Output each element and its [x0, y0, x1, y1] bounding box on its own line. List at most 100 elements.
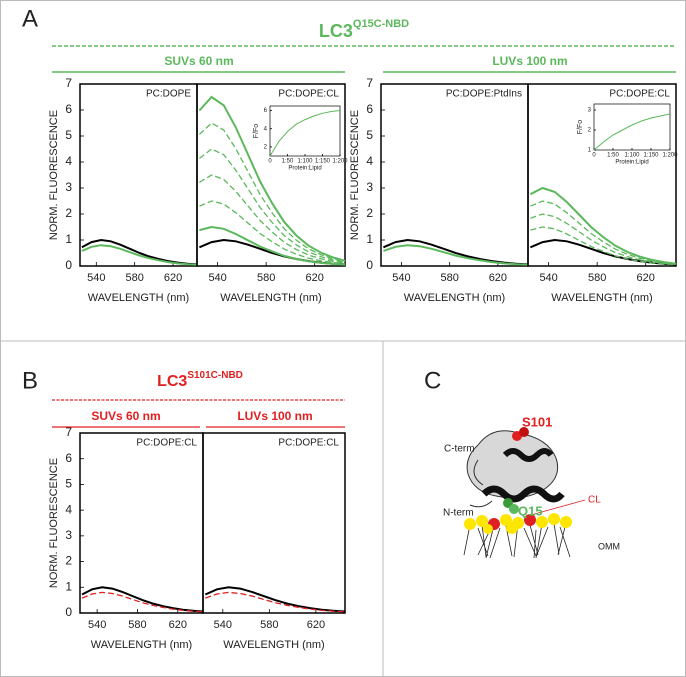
y-tick-label: 6: [366, 102, 373, 116]
y-tick-label: 1: [366, 232, 373, 246]
x-axis-label: Protein:Lipid: [288, 166, 321, 172]
x-tick-label: 620: [636, 272, 654, 284]
x-tick-label: 1:200: [662, 153, 678, 159]
series-line: [81, 591, 204, 613]
x-tick-label: 540: [208, 272, 226, 284]
membrane: [463, 522, 571, 559]
series-line: [383, 244, 529, 266]
y-tick-label: 3: [65, 528, 72, 542]
y-tick-label: 3: [366, 180, 373, 194]
series-line: [593, 113, 671, 151]
x-tick-label: 620: [164, 272, 182, 284]
x-tick-label: 1:150: [643, 153, 659, 159]
plot-label: PC:DOPE:CL: [609, 89, 670, 100]
x-tick-label: 540: [214, 619, 232, 631]
series-line: [81, 244, 198, 266]
y-tick-label: 2: [65, 554, 72, 568]
x-axis-label: WAVELENGTH (nm): [91, 639, 192, 651]
annotation: OMM: [598, 541, 620, 551]
x-axis-label: WAVELENGTH (nm): [223, 639, 324, 651]
panel-title: LC3Q15C-NBD: [319, 18, 409, 41]
series-line: [530, 213, 677, 266]
y-tick-label: 6: [65, 102, 72, 116]
y-tick-label: 7: [366, 76, 373, 90]
x-tick-label: 0: [592, 153, 596, 159]
series-line: [205, 591, 346, 613]
plot-label: PC:DOPE:PtdIns: [446, 89, 522, 100]
y-axis-label: NORM. FLUORESCENCE: [349, 110, 361, 240]
subtitle: LUVs 100 nm: [492, 54, 567, 68]
plot-frame: [79, 83, 198, 267]
y-tick-label: 6: [65, 451, 72, 465]
y-tick-label: 0: [65, 605, 72, 619]
x-axis-label: WAVELENGTH (nm): [551, 292, 652, 304]
x-tick-label: 1:50: [282, 159, 294, 165]
series-line: [199, 174, 346, 264]
y-tick-label: 2: [264, 144, 268, 150]
series-line: [529, 186, 677, 265]
y-tick-label: 3: [65, 180, 72, 194]
panel-title: LC3S101C-NBD: [157, 370, 243, 391]
x-tick-label: 0: [268, 159, 272, 165]
y-tick-label: 4: [366, 154, 373, 168]
y-tick-label: 1: [65, 232, 72, 246]
series-line: [81, 586, 204, 613]
y-axis-label: F/Fo: [253, 124, 260, 138]
x-tick-label: 580: [588, 272, 606, 284]
plot-label: PC:DOPE:CL: [278, 89, 339, 100]
inset-frame: [269, 105, 341, 157]
x-tick-label: 580: [257, 272, 275, 284]
title: LC3: [319, 21, 353, 41]
x-tick-label: 620: [169, 619, 187, 631]
x-tick-label: 580: [260, 619, 278, 631]
plot-label: PC:DOPE:CL: [136, 438, 197, 449]
x-tick-label: 1:100: [297, 159, 313, 165]
series-line: [199, 148, 346, 264]
y-tick-label: 5: [65, 128, 72, 142]
y-axis-label: NORM. FLUORESCENCE: [48, 458, 60, 588]
x-tick-label: 540: [88, 619, 106, 631]
y-tick-label: 4: [65, 154, 72, 168]
x-tick-label: 540: [392, 272, 410, 284]
plot-frame: [380, 83, 529, 267]
x-tick-label: 620: [307, 619, 325, 631]
y-tick-label: 6: [264, 108, 268, 114]
x-tick-label: 1:50: [607, 153, 619, 159]
y-tick-label: 7: [65, 425, 72, 439]
y-tick-label: 5: [366, 128, 373, 142]
y-tick-label: 2: [366, 206, 373, 220]
series-line: [383, 238, 529, 266]
x-tick-label: 1:200: [332, 159, 348, 165]
title: LC3: [157, 373, 187, 390]
y-tick-label: 3: [588, 108, 592, 114]
series-line: [198, 95, 346, 262]
plot-frame: [202, 432, 346, 614]
y-tick-label: 1: [588, 148, 592, 154]
title-superscript: Q15C-NBD: [353, 18, 409, 30]
y-tick-label: 1: [65, 579, 72, 593]
x-axis-label: WAVELENGTH (nm): [220, 292, 321, 304]
series-line: [204, 586, 346, 613]
x-tick-label: 580: [128, 619, 146, 631]
y-tick-label: 7: [65, 76, 72, 90]
series-line: [199, 200, 346, 265]
annotation: C-term: [444, 444, 475, 455]
y-tick-label: 2: [65, 206, 72, 220]
annotation: N-term: [443, 508, 474, 519]
x-tick-label: 540: [539, 272, 557, 284]
plot-frame: [79, 432, 204, 614]
subtitle: LUVs 100 nm: [237, 409, 312, 423]
y-tick-label: 0: [65, 258, 72, 272]
y-tick-label: 5: [65, 477, 72, 491]
series-line: [530, 200, 677, 265]
x-tick-label: 620: [305, 272, 323, 284]
annotation: S101: [522, 414, 552, 429]
y-tick-label: 0: [366, 258, 373, 272]
x-tick-label: 620: [489, 272, 507, 284]
x-tick-label: 580: [441, 272, 459, 284]
x-tick-label: 540: [87, 272, 105, 284]
y-tick-label: 2: [588, 128, 592, 134]
annotation: CL: [588, 495, 601, 506]
